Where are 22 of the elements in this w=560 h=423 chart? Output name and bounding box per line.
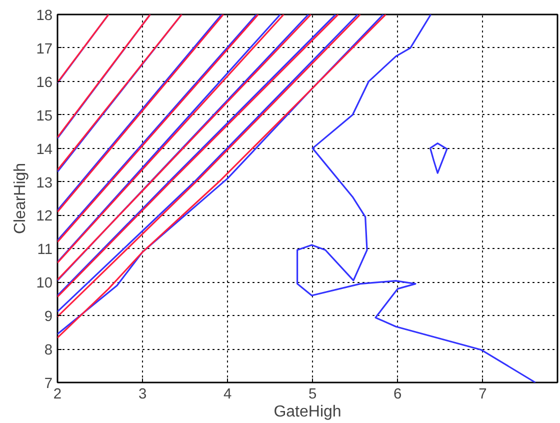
y-tick-label: 12 bbox=[36, 208, 53, 225]
x-tick-label: 4 bbox=[223, 386, 232, 402]
x-tick-label: 3 bbox=[138, 386, 147, 402]
y-tick-label: 17 bbox=[36, 41, 53, 58]
y-tick-label: 8 bbox=[44, 342, 53, 359]
y-tick-label: 13 bbox=[36, 175, 53, 192]
y-tick-label: 15 bbox=[36, 108, 53, 124]
y-tick-label: 7 bbox=[44, 376, 53, 392]
x-axis-title: GateHigh bbox=[274, 404, 342, 420]
x-tick-label: 2 bbox=[53, 386, 62, 402]
x-tick-label: 7 bbox=[478, 386, 487, 402]
y-tick-label: 10 bbox=[36, 276, 53, 292]
y-tick-label: 14 bbox=[36, 142, 53, 158]
y-tick-label: 11 bbox=[37, 242, 53, 258]
y-tick-label: 18 bbox=[36, 8, 53, 24]
y-tick-label: 16 bbox=[36, 74, 53, 91]
x-tick-label: 5 bbox=[308, 386, 317, 402]
line-series bbox=[296, 14, 536, 382]
x-tick-label: 6 bbox=[394, 386, 402, 402]
y-axis-title: ClearHigh bbox=[12, 162, 30, 234]
y-tick-label: 9 bbox=[44, 309, 53, 326]
line-series bbox=[429, 142, 448, 174]
